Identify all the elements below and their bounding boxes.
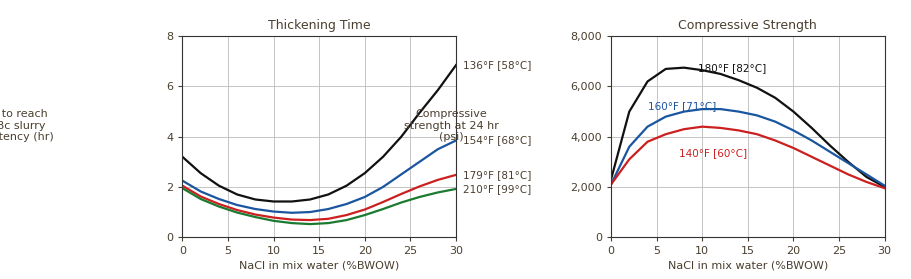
Title: Thickening Time: Thickening Time xyxy=(268,19,370,32)
Text: 136°F [58°C]: 136°F [58°C] xyxy=(463,60,531,70)
Text: 210°F [99°C]: 210°F [99°C] xyxy=(463,184,530,194)
Text: 154°F [68°C]: 154°F [68°C] xyxy=(463,136,531,145)
X-axis label: NaCl in mix water (%BWOW): NaCl in mix water (%BWOW) xyxy=(239,260,399,270)
Title: Compressive Strength: Compressive Strength xyxy=(678,19,816,32)
Text: 180°F [82°C]: 180°F [82°C] xyxy=(697,63,765,73)
Text: 160°F [71°C]: 160°F [71°C] xyxy=(647,102,715,112)
X-axis label: NaCl in mix water (%BWOW): NaCl in mix water (%BWOW) xyxy=(667,260,827,270)
Text: 179°F [81°C]: 179°F [81°C] xyxy=(463,170,531,180)
Text: 140°F [60°C]: 140°F [60°C] xyxy=(679,148,747,158)
Text: Compressive
strength at 24 hr
(psi): Compressive strength at 24 hr (psi) xyxy=(404,109,498,142)
Text: Time to reach
100-Bc slurry
consistency (hr): Time to reach 100-Bc slurry consistency … xyxy=(0,109,54,142)
